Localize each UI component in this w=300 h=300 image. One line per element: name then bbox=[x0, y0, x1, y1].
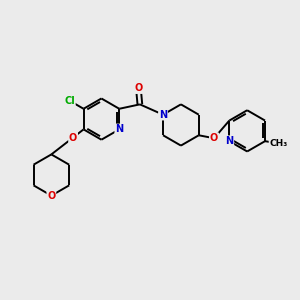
Text: Cl: Cl bbox=[64, 96, 75, 106]
Text: O: O bbox=[210, 133, 218, 143]
Text: O: O bbox=[134, 83, 142, 93]
Text: N: N bbox=[159, 110, 167, 120]
Text: N: N bbox=[115, 124, 123, 134]
Text: CH₃: CH₃ bbox=[269, 139, 287, 148]
Text: O: O bbox=[69, 133, 77, 142]
Text: O: O bbox=[47, 190, 56, 201]
Text: N: N bbox=[225, 136, 233, 146]
